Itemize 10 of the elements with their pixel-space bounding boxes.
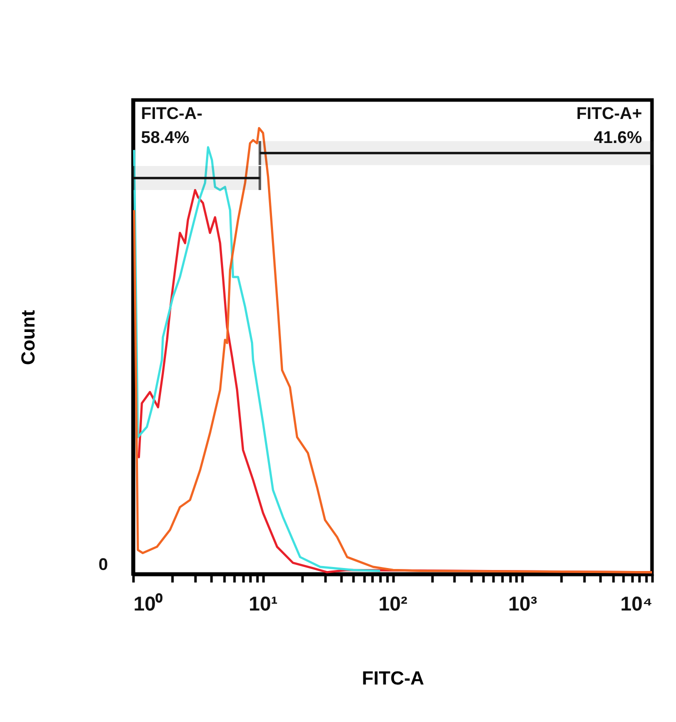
text: 0 — [98, 555, 108, 574]
band-label: FITC-A+ 41.6% — [576, 104, 642, 147]
x-tick-label: 10² — [378, 594, 408, 616]
x-axis-title: FITC-A — [362, 668, 424, 690]
band-label: FITC-A- 58.4% — [141, 104, 202, 147]
x-tick-label: 10³ — [508, 594, 538, 616]
x-tick-label: 10⁰ — [134, 592, 163, 616]
x-tick-label: 10¹ — [248, 594, 278, 616]
x-tick-label: 10⁴ — [620, 594, 652, 616]
y-axis-title: Count — [18, 309, 40, 365]
